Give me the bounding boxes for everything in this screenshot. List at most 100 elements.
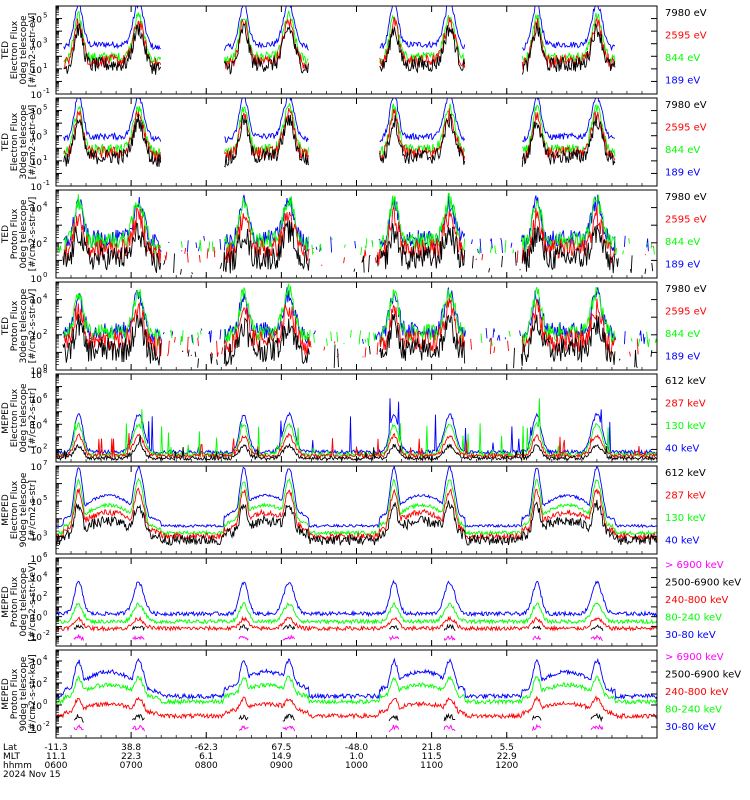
xtick-label-hhmm: 0600 bbox=[45, 761, 68, 771]
xtick-label-lat: 21.8 bbox=[422, 743, 442, 753]
xtick-label-mlt: 14.9 bbox=[271, 752, 291, 762]
legend-entry: 844 eV bbox=[665, 329, 700, 340]
ytick-exponent: 5 bbox=[43, 494, 47, 502]
series-7980-ev bbox=[63, 113, 616, 168]
legend-entry: 2500-6900 keV bbox=[665, 578, 741, 589]
ytick-exponent: 3 bbox=[43, 129, 47, 137]
ytick-exponent: 1 bbox=[43, 62, 47, 70]
xtick-label-lat: 5.5 bbox=[500, 743, 514, 753]
ytick-exponent: 5 bbox=[43, 104, 47, 112]
legend-entry: 844 eV bbox=[665, 237, 700, 248]
xtick-label-lat: 38.8 bbox=[121, 743, 141, 753]
legend-entry: 130 keV bbox=[665, 513, 706, 524]
ylabel-line: [#/cm2-s-str] bbox=[28, 388, 38, 448]
panel-3-data bbox=[56, 193, 655, 275]
ytick-exponent: 5 bbox=[43, 12, 47, 20]
series-2500-6900-kev bbox=[73, 712, 604, 723]
legend-entry: 612 keV bbox=[665, 376, 706, 387]
series-30-80-kev bbox=[56, 657, 657, 700]
legend-entry: 2595 eV bbox=[665, 215, 707, 226]
legend-entry: 130 keV bbox=[665, 421, 706, 432]
ylabel-line: TED bbox=[1, 133, 11, 152]
ylabel-line: MEPED bbox=[1, 678, 11, 710]
ylabel-line: [#/cm2-s-str] bbox=[28, 480, 38, 540]
series-2595-ev bbox=[63, 107, 616, 162]
ytick-exponent: 4 bbox=[43, 654, 48, 662]
xtick-label-hhmm: 1000 bbox=[345, 761, 368, 771]
ytick-exponent: 0 bbox=[43, 698, 47, 706]
ytick-label: 10 bbox=[31, 91, 43, 101]
ylabel-line: 0deg telescope bbox=[19, 383, 29, 453]
xtick-label-hhmm: 0800 bbox=[195, 761, 218, 771]
series-844-ev bbox=[63, 103, 616, 158]
ylabel-line: TED bbox=[1, 225, 11, 244]
ytick-label: 10 bbox=[31, 133, 43, 143]
series-7980-ev bbox=[63, 22, 616, 75]
legend-entry: 189 eV bbox=[665, 76, 700, 87]
xtick-label-mlt: 22.3 bbox=[121, 752, 141, 762]
xtick-label-mlt: 6.1 bbox=[199, 752, 213, 762]
ytick-exponent: -1 bbox=[43, 87, 50, 95]
ytick-exponent: -2 bbox=[43, 720, 50, 728]
ytick-exponent: 0 bbox=[43, 271, 47, 279]
xaxis-row-label: Lat bbox=[3, 743, 18, 753]
series-40-kev bbox=[56, 466, 657, 529]
legend-entry: 240-800 keV bbox=[665, 595, 729, 606]
ytick-exponent: 4 bbox=[43, 417, 48, 425]
ylabel-line: [#/cm2-s-str-eV] bbox=[28, 289, 38, 364]
series--6900-kev bbox=[73, 633, 603, 642]
legend-entry: 80-240 keV bbox=[665, 613, 722, 624]
ytick-label: 10 bbox=[31, 108, 43, 118]
legend-entry: 612 keV bbox=[665, 468, 706, 479]
ylabel-line: TED bbox=[1, 41, 11, 60]
ytick-label: 10 bbox=[31, 205, 43, 215]
ylabel-line: Electron Flux bbox=[10, 480, 20, 539]
ytick-exponent: 6 bbox=[43, 392, 48, 400]
series-2595-ev bbox=[63, 16, 616, 71]
legend-entry: 7980 eV bbox=[665, 8, 707, 19]
xtick-label-lat: -11.3 bbox=[44, 743, 67, 753]
ylabel-line: TED bbox=[1, 317, 11, 336]
legend-entry: > 6900 keV bbox=[665, 560, 724, 571]
ytick-label: 10 bbox=[31, 680, 43, 690]
legend-entry: 7980 eV bbox=[665, 284, 707, 295]
series-189-ev bbox=[64, 195, 655, 254]
legend-entry: 287 keV bbox=[665, 399, 706, 410]
ylabel-line: 90deg telescope bbox=[19, 472, 29, 547]
legend-entry: 7980 eV bbox=[665, 192, 707, 203]
ytick-exponent: 3 bbox=[43, 529, 47, 537]
xtick-label-mlt: 1.0 bbox=[349, 752, 364, 762]
panel-6-data bbox=[56, 466, 657, 547]
xtick-label-lat: -48.0 bbox=[345, 743, 369, 753]
panel-7-data bbox=[56, 579, 657, 642]
panel-frame bbox=[55, 281, 658, 371]
legend-entry: 30-80 keV bbox=[665, 722, 716, 733]
ytick-exponent: 2 bbox=[43, 236, 47, 244]
legend-entry: 2595 eV bbox=[665, 31, 707, 42]
ytick-label: 10 bbox=[31, 594, 43, 604]
ytick-label: 10 bbox=[31, 158, 43, 168]
xtick-label-hhmm: 1100 bbox=[420, 761, 443, 771]
series-287-kev bbox=[56, 432, 657, 460]
panel-frame bbox=[55, 465, 658, 555]
ylabel-line: [#/cm2-s-str-keV] bbox=[28, 654, 38, 733]
ytick-exponent: 0 bbox=[43, 363, 47, 371]
legend-entry: 189 eV bbox=[665, 352, 700, 363]
series-2500-6900-kev bbox=[73, 623, 604, 632]
series-80-240-kev bbox=[56, 601, 657, 626]
legend-entry: 40 keV bbox=[665, 444, 699, 455]
xaxis-row-label: MLT bbox=[3, 752, 21, 762]
xtick-label-lat: -62.3 bbox=[195, 743, 218, 753]
ylabel-line: Electron Flux bbox=[10, 388, 20, 447]
ylabel-line: [#/cm2-s-str-keV] bbox=[28, 562, 38, 641]
ylabel-line: 0deg telescope bbox=[19, 567, 29, 637]
ytick-label: 10 bbox=[31, 371, 43, 381]
ylabel-line: MEPED bbox=[1, 586, 11, 618]
legend-entry: 287 keV bbox=[665, 491, 706, 502]
ylabel-line: MEPED bbox=[1, 494, 11, 526]
